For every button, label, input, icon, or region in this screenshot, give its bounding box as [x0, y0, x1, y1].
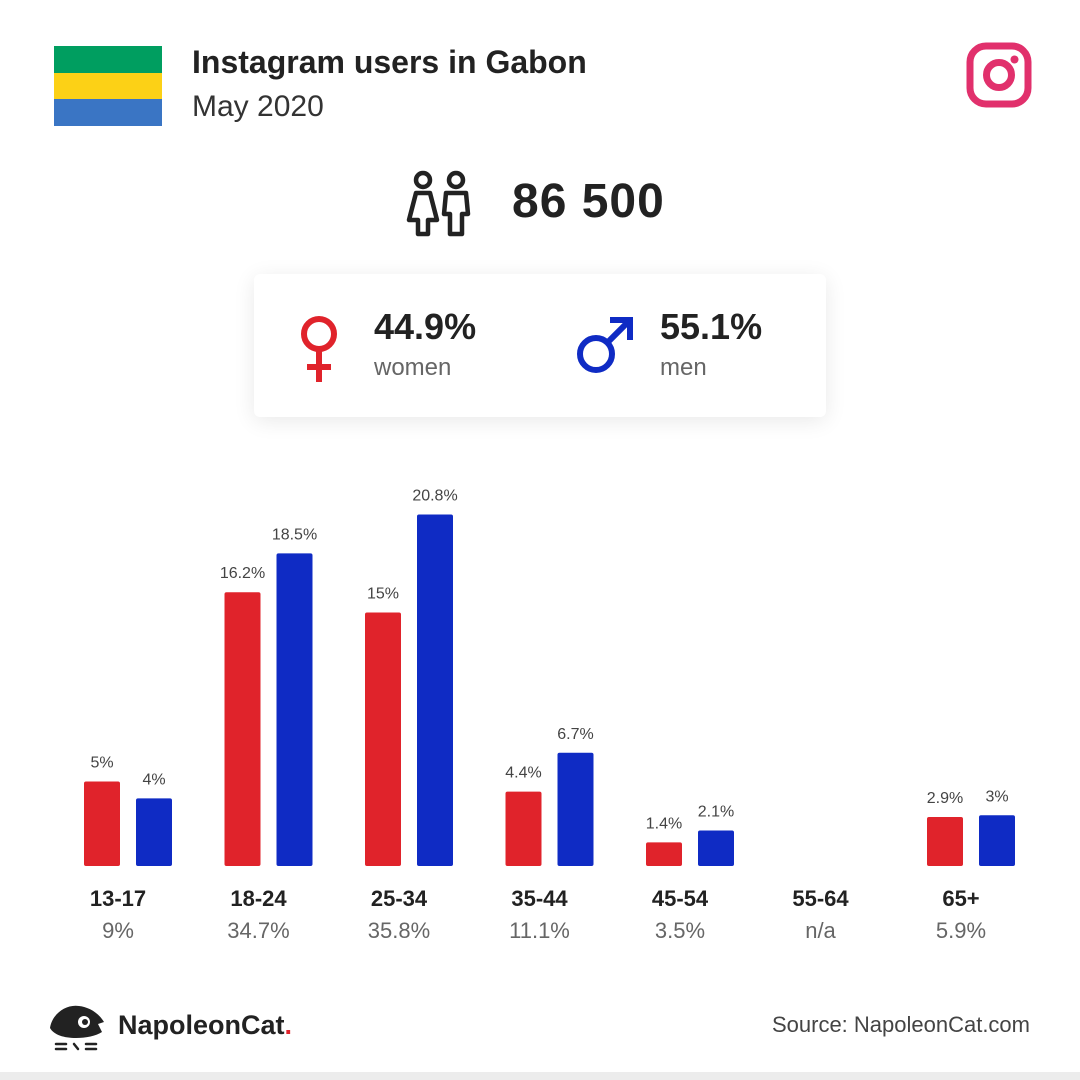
age-group-label-13-17: 13-17 [90, 886, 146, 911]
flag-stripe-green [54, 46, 162, 73]
bar-men-45-54 [698, 830, 734, 866]
age-group-label-35-44: 35-44 [511, 886, 568, 911]
flag-stripe-blue [54, 99, 162, 126]
bar-men-65+ [979, 815, 1015, 866]
age-group-label-55-64: 55-64 [792, 886, 849, 911]
instagram-icon [966, 42, 1032, 108]
age-group-total-45-54: 3.5% [655, 918, 705, 943]
value-label-women-13-17: 5% [90, 755, 113, 772]
value-label-women-35-44: 4.4% [505, 765, 541, 782]
age-group-total-65+: 5.9% [936, 918, 986, 943]
brand-name: NapoleonCat [118, 1010, 285, 1040]
country-flag [54, 46, 162, 126]
people-icon [406, 170, 471, 237]
bar-men-18-24 [276, 553, 313, 866]
flag-stripe-yellow [54, 72, 162, 100]
bar-women-65+ [927, 816, 963, 866]
value-label-women-65+: 2.9% [927, 790, 963, 807]
age-group-total-35-44: 11.1% [509, 918, 570, 943]
value-label-women-18-24: 16.2% [220, 565, 265, 582]
age-gender-bar-chart: 5% 4% 13-17 9% 16.2% 18.5% 18-24 34.7% 15% 20.8% 2… [84, 487, 1015, 943]
value-label-men-25-34: 20.8% [412, 487, 457, 504]
bar-women-25-34 [365, 612, 401, 866]
bar-men-35-44 [557, 752, 594, 866]
brand-logo-text: NapoleonCat. [118, 1010, 292, 1041]
page-title: Instagram users in Gabon [192, 44, 587, 80]
bottom-divider [0, 1072, 1080, 1080]
bar-women-13-17 [84, 781, 120, 866]
napoleoncat-logo-icon [50, 1005, 104, 1051]
women-label: women [374, 354, 452, 381]
value-label-men-35-44: 6.7% [557, 726, 593, 743]
age-group-total-18-24: 34.7% [227, 918, 289, 943]
brand-dot: . [284, 1010, 293, 1040]
gender-split-card: 44.9% women 55.1% men [254, 274, 826, 417]
age-group-label-65+: 65+ [942, 886, 979, 911]
men-label: men [660, 354, 707, 381]
value-label-men-18-24: 18.5% [272, 526, 317, 543]
value-label-men-13-17: 4% [142, 771, 165, 788]
men-percent: 55.1% [660, 306, 763, 347]
bar-men-25-34 [417, 514, 453, 866]
bar-women-45-54 [646, 842, 682, 866]
age-group-total-55-64: n/a [805, 918, 836, 943]
age-group-label-45-54: 45-54 [652, 886, 709, 911]
male-symbol-icon [577, 317, 633, 373]
bar-men-13-17 [136, 798, 172, 866]
age-group-label-25-34: 25-34 [371, 886, 428, 911]
value-label-women-25-34: 15% [367, 586, 399, 603]
age-group-label-18-24: 18-24 [230, 886, 287, 911]
women-percent: 44.9% [374, 306, 477, 347]
value-label-women-45-54: 1.4% [646, 815, 682, 832]
value-label-men-65+: 3% [985, 788, 1008, 805]
female-symbol-icon [301, 316, 337, 382]
bar-women-18-24 [224, 592, 261, 866]
total-users: 86 500 [0, 168, 1080, 238]
source-credit: Source: NapoleonCat.com [771, 1012, 1030, 1037]
total-users-value: 86 500 [512, 175, 665, 228]
bar-women-35-44 [505, 791, 542, 866]
value-label-men-45-54: 2.1% [698, 804, 734, 821]
page-subtitle: May 2020 [192, 90, 324, 123]
age-group-total-13-17: 9% [102, 918, 134, 943]
age-group-total-25-34: 35.8% [368, 918, 430, 943]
